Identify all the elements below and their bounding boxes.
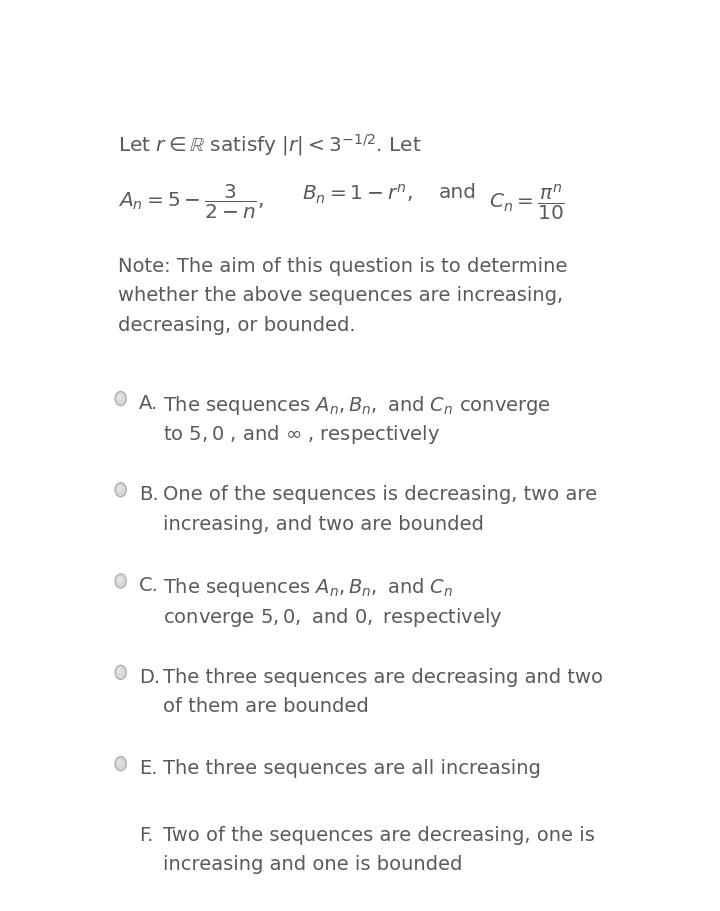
Text: and: and	[438, 183, 477, 202]
Text: E.: E.	[139, 758, 158, 777]
Text: The three sequences are all increasing: The three sequences are all increasing	[163, 758, 541, 777]
Text: The sequences $A_n, B_n,$ and $C_n$ converge: The sequences $A_n, B_n,$ and $C_n$ conv…	[163, 394, 551, 416]
Text: C.: C.	[139, 576, 159, 595]
Text: of them are bounded: of them are bounded	[163, 696, 369, 715]
Text: The three sequences are decreasing and two: The three sequences are decreasing and t…	[163, 667, 603, 686]
Circle shape	[115, 666, 126, 680]
Text: Let $r \in \mathbb{R}$ satisfy $|r| < 3^{-1/2}$. Let: Let $r \in \mathbb{R}$ satisfy $|r| < 3^…	[118, 132, 422, 158]
Circle shape	[117, 394, 122, 401]
Text: decreasing, or bounded.: decreasing, or bounded.	[118, 315, 356, 334]
Text: A.: A.	[139, 394, 158, 413]
Circle shape	[117, 486, 122, 492]
Text: One of the sequences is decreasing, two are: One of the sequences is decreasing, two …	[163, 485, 597, 504]
Text: increasing, and two are bounded: increasing, and two are bounded	[163, 514, 483, 533]
Circle shape	[117, 668, 122, 674]
Text: B.: B.	[139, 485, 158, 504]
Text: The sequences $A_n, B_n,$ and $C_n$: The sequences $A_n, B_n,$ and $C_n$	[163, 576, 453, 599]
Text: to $5, 0$ , and $\infty$ , respectively: to $5, 0$ , and $\infty$ , respectively	[163, 423, 440, 445]
Circle shape	[115, 392, 126, 406]
Text: F.: F.	[139, 824, 153, 844]
Circle shape	[115, 575, 126, 589]
Circle shape	[115, 824, 126, 837]
Text: D.: D.	[139, 667, 161, 686]
Text: $C_n = \dfrac{\pi^n}{10}$: $C_n = \dfrac{\pi^n}{10}$	[489, 183, 564, 223]
Circle shape	[117, 577, 122, 583]
Circle shape	[117, 759, 122, 765]
Text: converge $5, 0,$ and $0,$ respectively: converge $5, 0,$ and $0,$ respectively	[163, 605, 503, 629]
Text: Note: The aim of this question is to determine: Note: The aim of this question is to det…	[118, 257, 567, 276]
Circle shape	[115, 483, 126, 497]
Text: increasing and one is bounded: increasing and one is bounded	[163, 855, 462, 874]
Text: Two of the sequences are decreasing, one is: Two of the sequences are decreasing, one…	[163, 824, 595, 844]
Text: whether the above sequences are increasing,: whether the above sequences are increasi…	[118, 286, 563, 305]
Circle shape	[115, 757, 126, 771]
Text: $B_n = 1 - r^n,$: $B_n = 1 - r^n,$	[302, 183, 413, 206]
Circle shape	[117, 826, 122, 832]
Text: $A_n = 5 - \dfrac{3}{2-n},$: $A_n = 5 - \dfrac{3}{2-n},$	[118, 183, 264, 221]
